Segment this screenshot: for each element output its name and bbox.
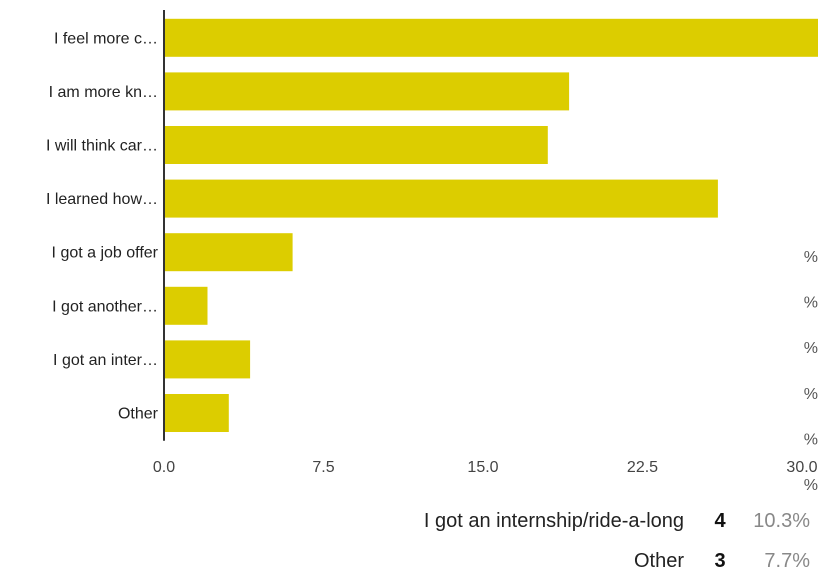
- legend-label: I got an internship/ride-a-long: [423, 509, 684, 532]
- bar: [165, 126, 548, 164]
- x-tick-label: 22.5: [627, 459, 658, 476]
- x-tick-label: 30.0: [786, 459, 817, 476]
- clipped-percent-fragment: %: [804, 431, 818, 448]
- category-label: I am more kn…: [49, 84, 158, 101]
- category-label: I got an inter…: [53, 352, 158, 369]
- category-label: I will think car…: [46, 138, 158, 155]
- bar: [165, 394, 229, 432]
- x-tick-label: 0.0: [153, 459, 175, 476]
- category-label: I feel more c…: [54, 30, 158, 47]
- category-label: I got another…: [52, 298, 158, 315]
- clipped-percent-fragments: %%%%%%: [804, 249, 818, 494]
- clipped-percent-fragment: %: [804, 340, 818, 357]
- clipped-percent-fragment: %: [804, 295, 818, 312]
- legend-percent: 7.7%: [764, 549, 810, 572]
- legend-label: Other: [633, 549, 684, 572]
- bar: [165, 340, 251, 379]
- x-tick-labels: 0.0 7.5 15.0 22.5 30.0: [153, 459, 818, 476]
- legend-count: 4: [714, 509, 726, 532]
- legend-row-internship: I got an internship/ride-a-long 4 10.3%: [424, 506, 810, 536]
- legend-percent: 10.3%: [753, 509, 810, 532]
- category-label: Other: [118, 406, 159, 423]
- bar: [165, 179, 718, 218]
- category-label: I learned how…: [46, 191, 158, 208]
- bar: [165, 18, 818, 57]
- clipped-percent-fragment: %: [804, 249, 818, 266]
- bar: [165, 72, 570, 111]
- legend-count: 3: [714, 549, 726, 572]
- x-tick-label: 15.0: [467, 459, 498, 476]
- category-label: I got a job offer: [52, 245, 159, 262]
- clipped-percent-fragment: %: [804, 386, 818, 403]
- category-labels: I feel more c… I am more kn… I will think …: [46, 30, 159, 422]
- bar: [165, 286, 208, 325]
- bar: [165, 233, 293, 272]
- bar-chart: I feel more c… I am more kn… I will think …: [46, 10, 818, 494]
- bars-group: [165, 18, 818, 432]
- legend-row-other: Other 3 7.7%: [634, 546, 810, 576]
- x-tick-label: 7.5: [312, 459, 334, 476]
- clipped-percent-fragment: %: [804, 477, 818, 494]
